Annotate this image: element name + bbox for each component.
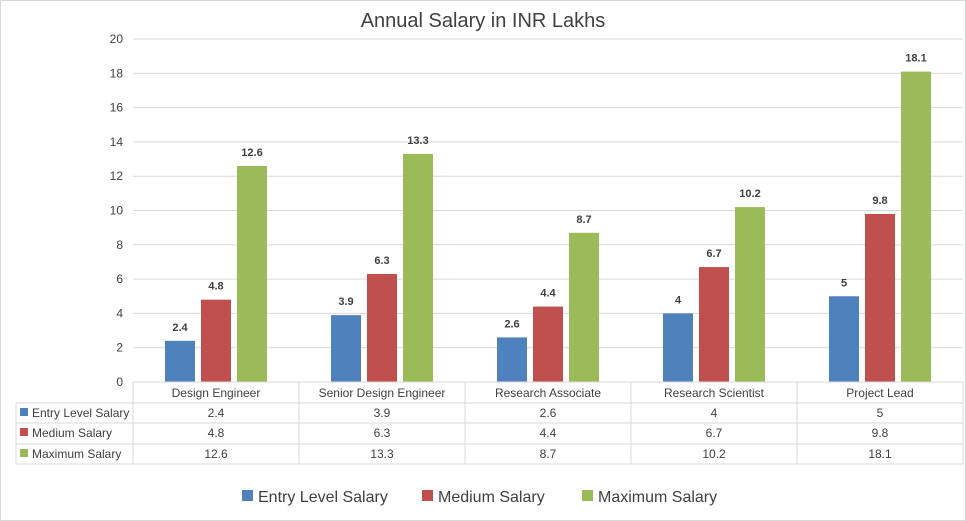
bar-maximum-salary xyxy=(403,153,433,382)
table-series-label: Entry Level Salary xyxy=(32,406,129,420)
bar-maximum-salary xyxy=(901,71,931,383)
y-tick-label: 18 xyxy=(110,66,124,80)
table-cell: 3.9 xyxy=(374,406,391,420)
data-label: 3.9 xyxy=(338,296,353,308)
y-tick-label: 8 xyxy=(116,238,123,252)
category-label: Design Engineer xyxy=(172,386,261,400)
table-series-label: Medium Salary xyxy=(32,426,112,440)
data-label: 4.8 xyxy=(208,281,223,293)
bar-entry-level-salary xyxy=(663,313,693,382)
table-cell: 8.7 xyxy=(540,447,557,461)
category-label: Research Scientist xyxy=(664,386,765,400)
y-tick-label: 20 xyxy=(110,32,124,46)
bar-medium-salary xyxy=(533,306,563,382)
data-label: 6.3 xyxy=(374,255,389,267)
y-tick-label: 12 xyxy=(110,169,124,183)
y-tick-label: 6 xyxy=(116,272,123,286)
y-tick-label: 4 xyxy=(116,306,123,320)
data-label: 9.8 xyxy=(872,195,887,207)
legend-key-icon xyxy=(20,428,28,436)
table-cell: 6.7 xyxy=(706,426,723,440)
table-cell: 2.4 xyxy=(208,406,225,420)
legend-swatch-icon xyxy=(422,490,433,501)
table-cell: 18.1 xyxy=(868,447,892,461)
data-label: 4.4 xyxy=(540,288,556,300)
table-cell: 10.2 xyxy=(702,447,726,461)
bar-maximum-salary xyxy=(569,232,599,382)
legend-swatch-icon xyxy=(582,490,593,501)
table-cell: 6.3 xyxy=(374,426,391,440)
bar-medium-salary xyxy=(699,267,729,382)
table-cell: 5 xyxy=(877,406,884,420)
bar-maximum-salary xyxy=(735,207,765,382)
y-tick-label: 0 xyxy=(116,375,123,389)
data-label: 2.4 xyxy=(172,322,188,334)
data-label: 12.6 xyxy=(241,147,262,159)
table-series-label: Maximum Salary xyxy=(32,447,121,461)
category-label: Project Lead xyxy=(846,386,913,400)
category-label: Research Associate xyxy=(495,386,601,400)
data-label: 10.2 xyxy=(739,188,760,200)
data-label: 13.3 xyxy=(407,135,428,147)
table-cell: 4.4 xyxy=(540,426,557,440)
y-tick-label: 16 xyxy=(110,101,124,115)
category-label: Senior Design Engineer xyxy=(319,386,446,400)
legend-label: Maximum Salary xyxy=(598,489,717,506)
bar-entry-level-salary xyxy=(497,337,527,382)
legend-key-icon xyxy=(20,408,28,416)
table-cell: 2.6 xyxy=(540,406,557,420)
table-cell: 4 xyxy=(711,406,718,420)
y-tick-label: 10 xyxy=(110,204,124,218)
bar-medium-salary xyxy=(865,213,895,382)
data-label: 4 xyxy=(675,294,682,306)
bar-medium-salary xyxy=(367,273,397,382)
legend-label: Entry Level Salary xyxy=(258,489,388,506)
table-cell: 13.3 xyxy=(370,447,394,461)
bar-entry-level-salary xyxy=(829,296,859,382)
bar-entry-level-salary xyxy=(331,315,361,382)
table-cell: 4.8 xyxy=(208,426,225,440)
table-cell: 9.8 xyxy=(872,426,889,440)
y-tick-label: 14 xyxy=(110,135,124,149)
data-label: 2.6 xyxy=(504,318,519,330)
data-label: 8.7 xyxy=(576,214,591,226)
chart-title: Annual Salary in INR Lakhs xyxy=(361,10,606,32)
bar-medium-salary xyxy=(201,299,231,382)
bar-entry-level-salary xyxy=(165,340,195,382)
table-cell: 12.6 xyxy=(204,447,228,461)
data-label: 18.1 xyxy=(905,53,926,65)
legend-label: Medium Salary xyxy=(438,489,545,506)
data-label: 5 xyxy=(841,277,847,289)
data-label: 6.7 xyxy=(706,248,721,260)
legend-key-icon xyxy=(20,449,28,457)
legend-swatch-icon xyxy=(242,490,253,501)
y-tick-label: 2 xyxy=(116,341,123,355)
bar-maximum-salary xyxy=(237,165,267,382)
